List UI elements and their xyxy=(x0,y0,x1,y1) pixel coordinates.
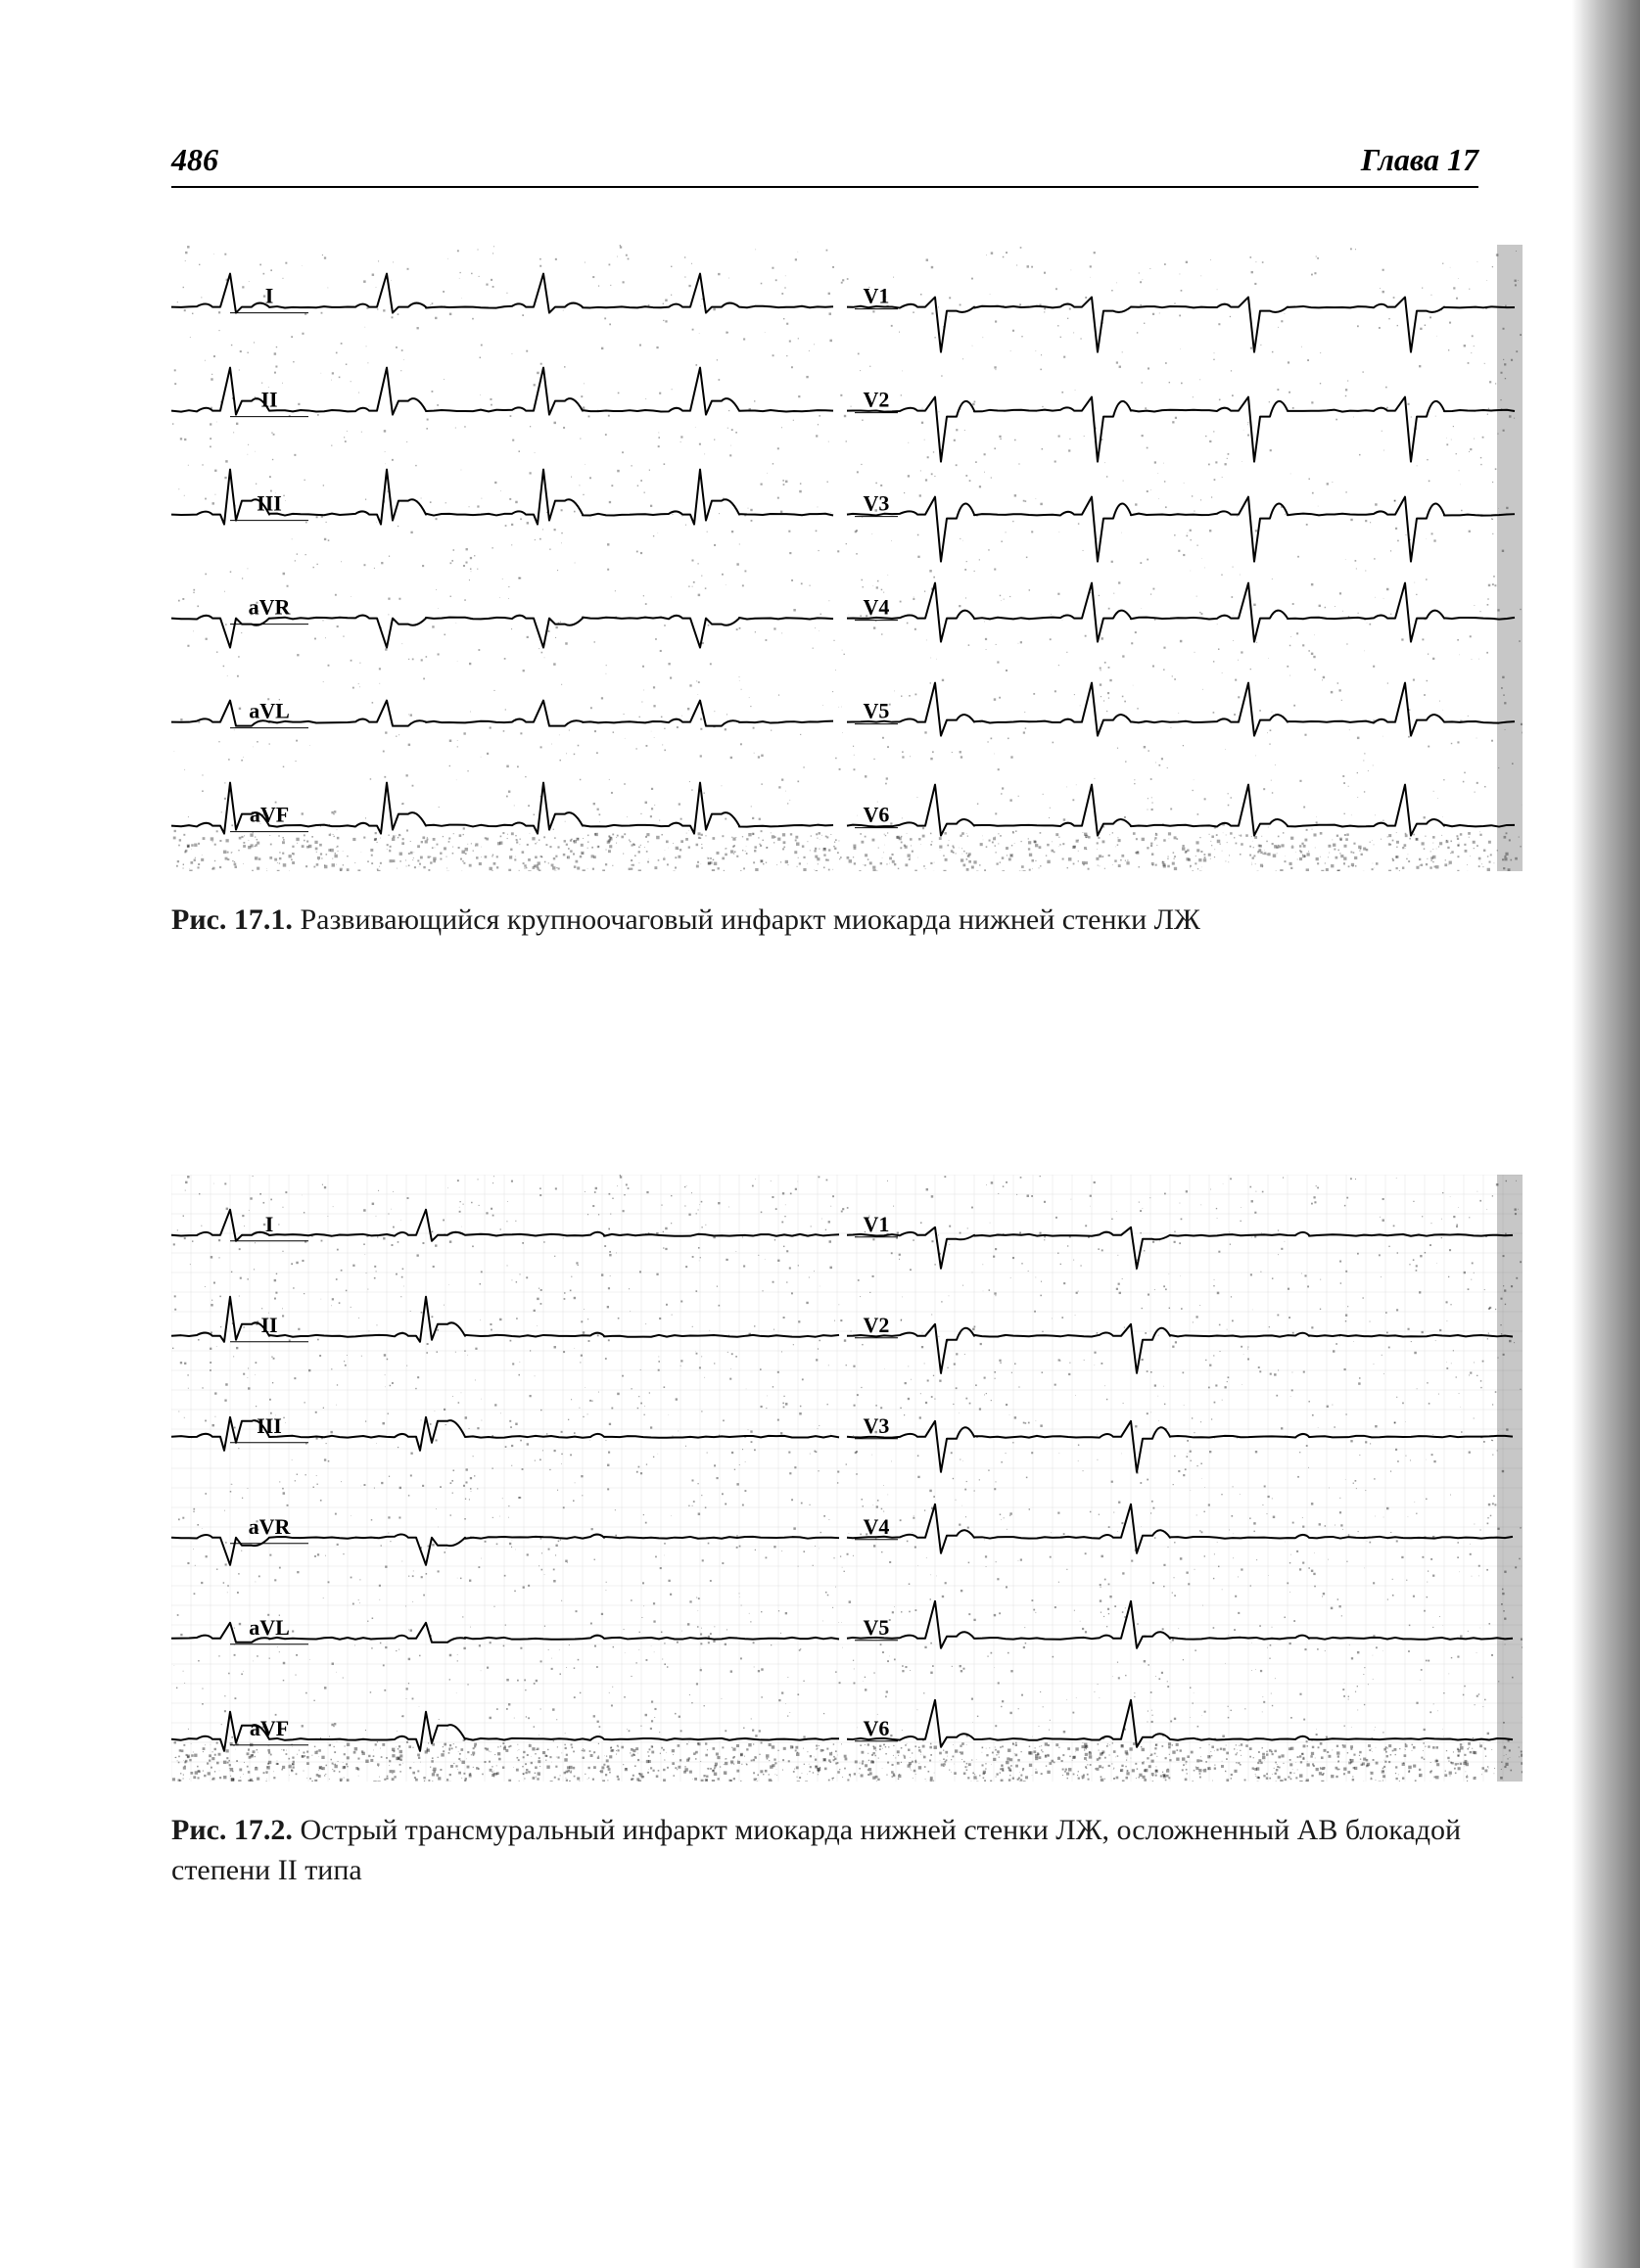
caption-text: Развивающийся крупноочаговый инфаркт мио… xyxy=(300,903,1199,936)
svg-text:V2: V2 xyxy=(864,388,890,412)
ecg-svg-17-2: IV1IIV2IIIV3aVRV4aVLV5aVFV6 xyxy=(171,1175,1523,1782)
caption-text: Острый трансмуральный инфаркт миокарда н… xyxy=(171,1814,1461,1886)
svg-text:I: I xyxy=(265,284,274,308)
svg-text:V3: V3 xyxy=(864,491,890,516)
svg-text:II: II xyxy=(260,388,277,412)
ecg-svg-17-1: I V1 II V2 III V3 aVR V4 aVL V5 aVF V6 xyxy=(171,245,1523,871)
header-rule xyxy=(171,186,1478,188)
figure-17-2-caption: Рис. 17.2. Острый трансмуральный инфаркт… xyxy=(171,1811,1523,1890)
svg-text:aVL: aVL xyxy=(249,699,290,723)
svg-text:V6: V6 xyxy=(864,803,890,827)
chapter-label: Глава 17 xyxy=(1361,142,1478,178)
figure-17-1-caption: Рис. 17.1. Развивающийся крупноочаговый … xyxy=(171,901,1523,941)
figure-17-2-ecg: IV1IIV2IIIV3aVRV4aVLV5aVFV6 xyxy=(171,1175,1523,1782)
page-header: 486 Глава 17 xyxy=(171,142,1478,178)
svg-text:aVF: aVF xyxy=(250,803,289,827)
svg-text:aVR: aVR xyxy=(249,595,292,620)
page: 486 Глава 17 I V1 II V2 III V3 aVR V4 aVL V5 aVF V6… xyxy=(0,0,1640,2268)
svg-text:V4: V4 xyxy=(864,595,890,620)
svg-text:V5: V5 xyxy=(864,699,890,723)
caption-prefix: Рис. 17.1. xyxy=(171,903,293,936)
figure-17-1-ecg: I V1 II V2 III V3 aVR V4 aVL V5 aVF V6 xyxy=(171,245,1523,871)
page-number: 486 xyxy=(171,142,218,178)
svg-text:V1: V1 xyxy=(864,284,890,308)
svg-text:III: III xyxy=(257,491,282,516)
book-binding-shadow xyxy=(1571,0,1640,2268)
caption-prefix: Рис. 17.2. xyxy=(171,1814,293,1846)
